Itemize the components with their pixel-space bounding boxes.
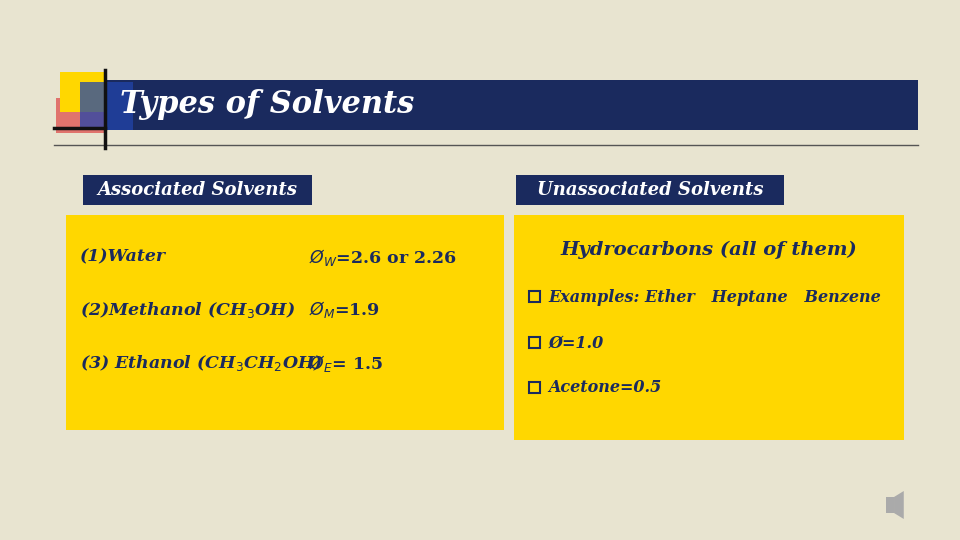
Text: (2)Methanol (CH$_{3}$OH): (2)Methanol (CH$_{3}$OH)	[80, 300, 295, 320]
Text: (3) Ethanol (CH$_{3}$CH$_{2}$OH): (3) Ethanol (CH$_{3}$CH$_{2}$OH)	[80, 353, 323, 373]
Text: Unassociated Solvents: Unassociated Solvents	[537, 181, 763, 199]
FancyBboxPatch shape	[106, 80, 919, 130]
FancyBboxPatch shape	[516, 175, 784, 205]
FancyBboxPatch shape	[57, 98, 108, 133]
Text: Ø=1.0: Ø=1.0	[548, 334, 604, 352]
FancyBboxPatch shape	[60, 72, 108, 112]
Text: (1)Water: (1)Water	[80, 248, 166, 266]
Polygon shape	[894, 491, 903, 519]
Text: $\mathit{\O}_{W}$=2.6 or 2.26: $\mathit{\O}_{W}$=2.6 or 2.26	[309, 246, 456, 267]
Text: Examples: Ether   Heptane   Benzene: Examples: Ether Heptane Benzene	[548, 288, 881, 306]
Text: Acetone=0.5: Acetone=0.5	[548, 380, 661, 396]
FancyBboxPatch shape	[515, 215, 903, 440]
Polygon shape	[886, 497, 894, 513]
Text: Associated Solvents: Associated Solvents	[97, 181, 298, 199]
Text: Hydrocarbons (all of them): Hydrocarbons (all of them)	[561, 241, 857, 259]
Text: Types of Solvents: Types of Solvents	[120, 90, 414, 120]
FancyBboxPatch shape	[80, 82, 133, 130]
FancyBboxPatch shape	[83, 175, 312, 205]
Text: $\mathit{\O}_{E}$= 1.5: $\mathit{\O}_{E}$= 1.5	[309, 353, 383, 374]
Text: $\mathit{\O}_{M}$=1.9: $\mathit{\O}_{M}$=1.9	[309, 300, 380, 321]
FancyBboxPatch shape	[66, 215, 504, 430]
